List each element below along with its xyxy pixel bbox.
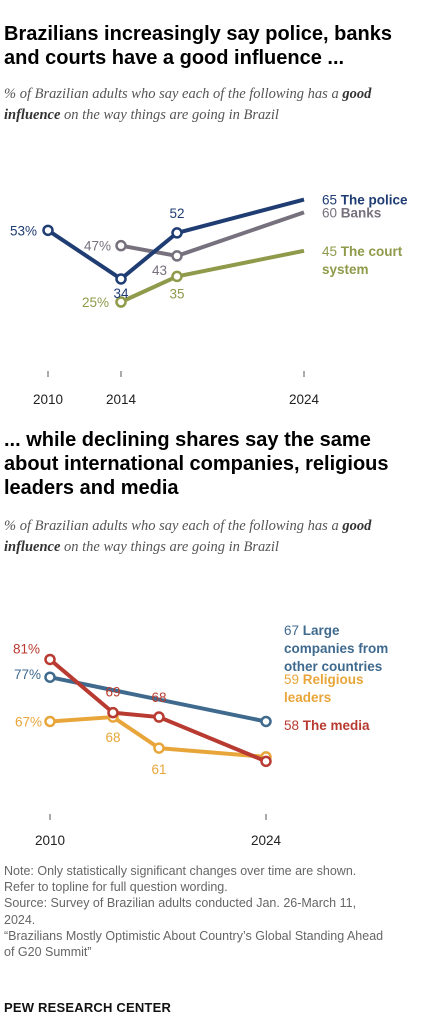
note-line-1: Note: Only statistically significant cha… <box>4 864 357 878</box>
point-banks-2017 <box>171 250 183 262</box>
point-large-companies-from-other-countries-2024 <box>260 715 272 728</box>
point-the-media-2014 <box>107 706 119 719</box>
note-line-2: Refer to topline for full question wordi… <box>4 880 228 895</box>
x2-tick-label-2010: 2010 <box>35 833 65 848</box>
label-religious-leaders-2010: 67% <box>15 714 42 729</box>
label-the-police-2010: 53% <box>10 223 37 238</box>
pew-logo: PEW RESEARCH CENTER <box>4 1000 172 1015</box>
point-the-police-2014 <box>115 273 127 285</box>
label-religious-leaders-2017: 61 <box>151 762 166 777</box>
chart1-subtitle: % of Brazilian adults who say each of th… <box>4 84 428 126</box>
line-the-police <box>46 197 305 281</box>
report-line-2: of G20 Summit” <box>4 945 92 960</box>
footnotes: Note: Only statistically significant cha… <box>4 863 428 960</box>
chart1-plot: 2010 2014 2024 53% 34 52 65 The police 47% 43 60 … <box>10 193 408 407</box>
label-banks-2014: 47% <box>84 239 111 254</box>
chart2-subtitle: % of Brazilian adults who say each of th… <box>4 516 428 558</box>
label-the-court-system-2014: 25% <box>82 295 109 310</box>
source-line-1: Source: Survey of Brazilian adults condu… <box>4 896 357 911</box>
end-label-large-companies: 67 Large companies from other countries <box>284 623 388 674</box>
chart2-subtitle-post: on the way things are going in Brazil <box>60 539 279 555</box>
label-banks-2017: 43 <box>152 263 167 278</box>
point-the-media-2017 <box>153 711 165 723</box>
label-the-media-2017: 68 <box>151 690 166 705</box>
end-label-banks: 60 Banks <box>322 205 381 220</box>
chart2-subtitle-pre: % of Brazilian adults who say each of th… <box>4 518 343 534</box>
label-the-police-2014: 34 <box>113 286 129 301</box>
line-religious-leaders <box>49 715 267 759</box>
x2-tick-label-2024: 2024 <box>251 833 282 848</box>
x-tick-label-2010: 2010 <box>33 392 63 407</box>
point-religious-leaders-2017 <box>153 742 165 754</box>
label-the-police-2017: 52 <box>169 206 184 221</box>
end-label-the-media: 58 The media <box>284 718 370 733</box>
point-religious-leaders-2010 <box>44 715 56 728</box>
chart1-title: Brazilians increasingly say police, bank… <box>4 23 392 69</box>
point-the-police-2010 <box>42 224 54 237</box>
chart1-subtitle-post: on the way things are going in Brazil <box>60 107 279 123</box>
line-large-companies-from-other-countries <box>49 675 267 724</box>
report-line-1: “Brazilians Mostly Optimistic About Coun… <box>4 928 384 943</box>
point-large-companies-from-other-countries-2010 <box>44 671 56 683</box>
x-tick-label-2024: 2024 <box>289 392 320 407</box>
point-the-media-2024 <box>260 755 272 768</box>
x-tick-label-2014: 2014 <box>106 392 137 407</box>
source-line-2: 2024. <box>4 912 36 927</box>
label-the-court-system-2017: 35 <box>169 286 184 301</box>
end-label-religious-leaders: 59 Religious leaders <box>284 672 364 705</box>
point-the-court-system-2017 <box>171 270 183 283</box>
label-the-media-2010: 81% <box>13 641 40 656</box>
chart1-subtitle-bold: good influence <box>4 86 372 123</box>
chart2-plot: 2010 2024 77% 67% 68 61 81% 69 68 67 Large compani… <box>13 623 388 848</box>
point-the-media-2010 <box>44 653 56 666</box>
chart2-title: ... while declining shares say the same … <box>4 429 389 499</box>
end-label-the-police: 65 The police <box>322 193 408 208</box>
point-the-court-system-2014 <box>115 296 127 308</box>
point-the-police-2017 <box>171 227 183 239</box>
end-label-the-court-system: 45 The court system <box>322 244 403 277</box>
chart1-subtitle-pre: % of Brazilian adults who say each of th… <box>4 86 343 102</box>
line-the-media <box>48 657 267 764</box>
line-banks <box>120 210 305 258</box>
point-banks-2014 <box>115 239 127 252</box>
label-the-media-2014: 69 <box>105 685 120 700</box>
label-religious-leaders-2014: 68 <box>105 730 120 745</box>
label-large-companies-from-other-countries-2010: 77% <box>14 667 41 682</box>
chart2-subtitle-bold: good influence <box>4 518 372 555</box>
